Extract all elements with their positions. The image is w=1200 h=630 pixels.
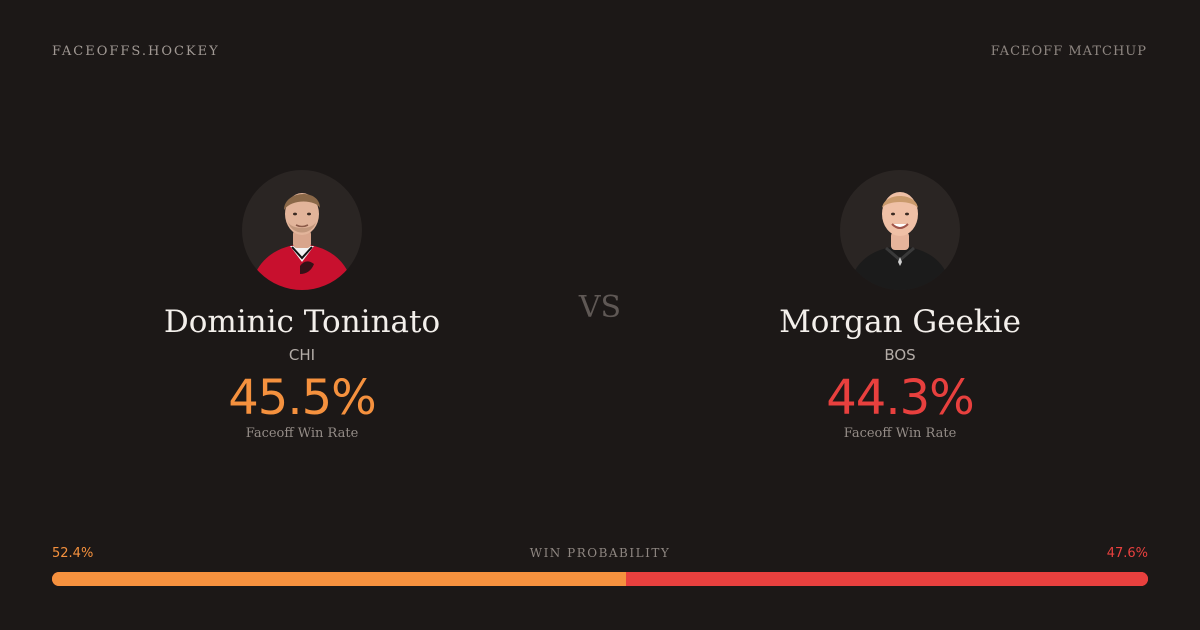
matchup-label: FACEOFF MATCHUP bbox=[990, 44, 1147, 59]
player-avatar-left bbox=[242, 170, 362, 290]
player-card-right: Morgan Geekie BOS 44.3% Faceoff Win Rate bbox=[690, 170, 1110, 441]
player-team-right: BOS bbox=[884, 346, 916, 364]
player-headshot-right bbox=[848, 192, 952, 290]
win-probability-left-value: 52.4% bbox=[52, 546, 94, 561]
player-card-left: Dominic Toninato CHI 45.5% Faceoff Win R… bbox=[92, 170, 512, 441]
brand-logo[interactable]: FACEOFFS.HOCKEY bbox=[52, 44, 220, 59]
faceoff-rate-left: 45.5% bbox=[228, 370, 376, 426]
win-probability-title: WIN PROBABILITY bbox=[529, 546, 671, 560]
win-probability-bar-left bbox=[52, 572, 627, 586]
player-team-left: CHI bbox=[288, 346, 316, 364]
win-probability-bar bbox=[52, 572, 1148, 586]
versus-label: VS bbox=[578, 290, 622, 325]
win-probability-header: 52.4% WIN PROBABILITY 47.6% bbox=[52, 546, 1148, 564]
player-name-right: Morgan Geekie bbox=[779, 304, 1021, 340]
win-probability-bar-right bbox=[626, 572, 1148, 586]
faceoff-rate-caption-left: Faceoff Win Rate bbox=[245, 426, 359, 441]
faceoff-rate-caption-right: Faceoff Win Rate bbox=[843, 426, 957, 441]
player-avatar-right bbox=[840, 170, 960, 290]
player-name-left: Dominic Toninato bbox=[163, 304, 441, 340]
faceoff-rate-right: 44.3% bbox=[826, 370, 974, 426]
player-headshot-left bbox=[250, 193, 354, 290]
win-probability-right-value: 47.6% bbox=[1106, 546, 1148, 561]
